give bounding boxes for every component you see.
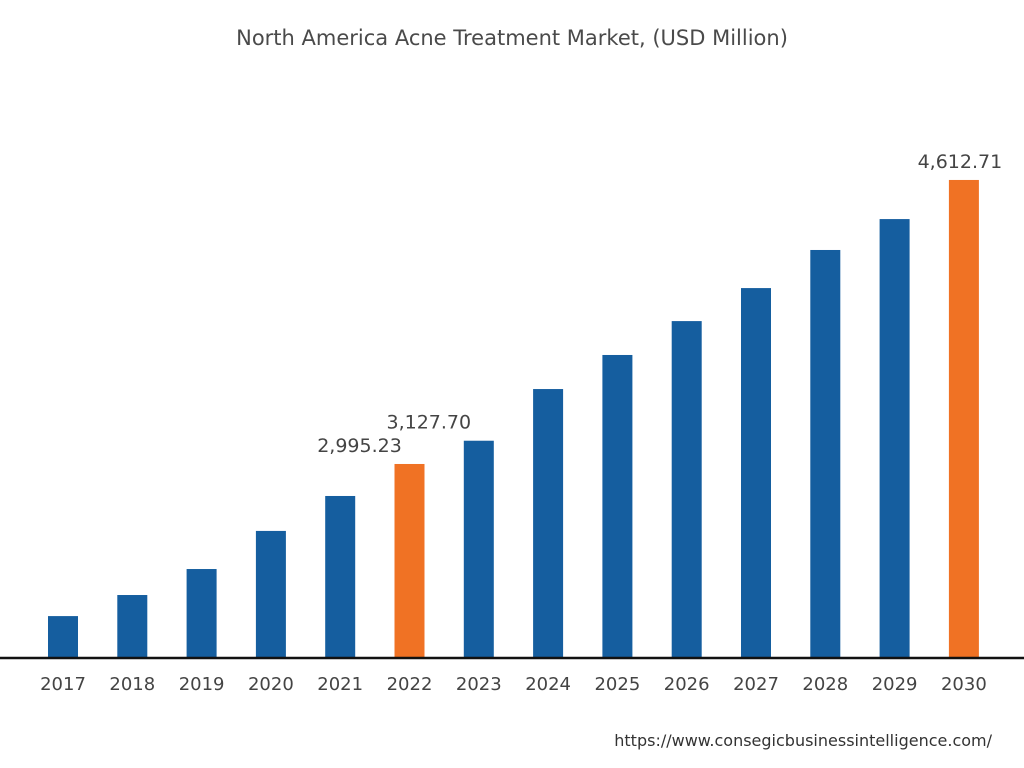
x-tick-label: 2020 — [248, 674, 294, 695]
x-tick-label: 2027 — [733, 674, 779, 695]
x-tick-label: 2028 — [802, 674, 848, 695]
bar-2026 — [671, 321, 702, 657]
x-tick-label: 2025 — [594, 674, 640, 695]
x-tick-label: 2021 — [317, 674, 363, 695]
x-tick-label: 2023 — [456, 674, 502, 695]
bar-2023 — [463, 440, 494, 657]
data-label-2022: 2,995.23 — [317, 435, 402, 457]
bar-2018 — [117, 595, 148, 657]
bar-2021 — [325, 495, 356, 657]
bar-2025 — [602, 354, 633, 657]
bar-2019 — [186, 569, 217, 657]
bar-2022 — [394, 463, 425, 657]
x-tick-label: 2017 — [40, 674, 86, 695]
bar-2029 — [879, 219, 910, 657]
bar-2030 — [948, 179, 979, 657]
x-tick-label: 2026 — [664, 674, 710, 695]
x-tick-label: 2030 — [941, 674, 987, 695]
data-label-2030: 4,612.71 — [918, 151, 1003, 173]
x-tick-label: 2029 — [872, 674, 918, 695]
bar-2017 — [48, 616, 78, 657]
bar-2028 — [810, 249, 841, 657]
data-label-2023: 3,127.70 — [386, 412, 471, 434]
x-tick-label: 2018 — [109, 674, 155, 695]
bar-2024 — [533, 389, 564, 657]
chart-title: North America Acne Treatment Market, (US… — [236, 26, 788, 50]
bar-2027 — [741, 288, 771, 657]
source-url[interactable]: https://www.consegicbusinessintelligence… — [614, 731, 992, 750]
x-tick-label: 2022 — [387, 674, 433, 695]
bar-2020 — [255, 530, 286, 657]
x-tick-label: 2019 — [179, 674, 225, 695]
x-tick-label: 2024 — [525, 674, 571, 695]
